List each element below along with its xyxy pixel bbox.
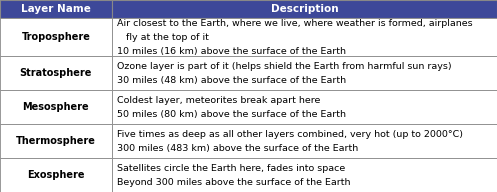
Bar [112,18,497,56]
Text: Ozone layer is part of it (helps shield the Earth from harmful sun rays): Ozone layer is part of it (helps shield … [117,62,451,71]
Text: fly at the top of it: fly at the top of it [117,33,209,42]
Text: 10 miles (16 km) above the surface of the Earth: 10 miles (16 km) above the surface of th… [117,47,346,56]
Text: Thermosphere: Thermosphere [16,136,96,146]
Bar [0,124,112,158]
Text: Air closest to the Earth, where we live, where weather is formed, airplanes: Air closest to the Earth, where we live,… [117,19,473,28]
Bar [112,56,497,90]
Text: Troposphere: Troposphere [21,32,90,42]
Text: 300 miles (483 km) above the surface of the Earth: 300 miles (483 km) above the surface of … [117,144,358,153]
Text: Beyond 300 miles above the surface of the Earth: Beyond 300 miles above the surface of th… [117,178,350,187]
Bar [112,90,497,124]
Text: Satellites circle the Earth here, fades into space: Satellites circle the Earth here, fades … [117,164,345,173]
Text: Stratosphere: Stratosphere [20,68,92,78]
Bar [0,90,112,124]
Bar [0,158,112,192]
Bar [112,124,497,158]
Bar [112,158,497,192]
Text: Five times as deep as all other layers combined, very hot (up to 2000°C): Five times as deep as all other layers c… [117,130,463,139]
Bar [0,0,112,18]
Text: 30 miles (48 km) above the surface of the Earth: 30 miles (48 km) above the surface of th… [117,76,346,85]
Text: Mesosphere: Mesosphere [22,102,89,112]
Bar [0,56,112,90]
Text: Coldest layer, meteorites break apart here: Coldest layer, meteorites break apart he… [117,96,320,105]
Text: Layer Name: Layer Name [21,4,91,14]
Text: Exosphere: Exosphere [27,170,84,180]
Bar [0,18,112,56]
Text: 50 miles (80 km) above the surface of the Earth: 50 miles (80 km) above the surface of th… [117,110,346,119]
Text: Description: Description [270,4,338,14]
Bar [112,0,497,18]
